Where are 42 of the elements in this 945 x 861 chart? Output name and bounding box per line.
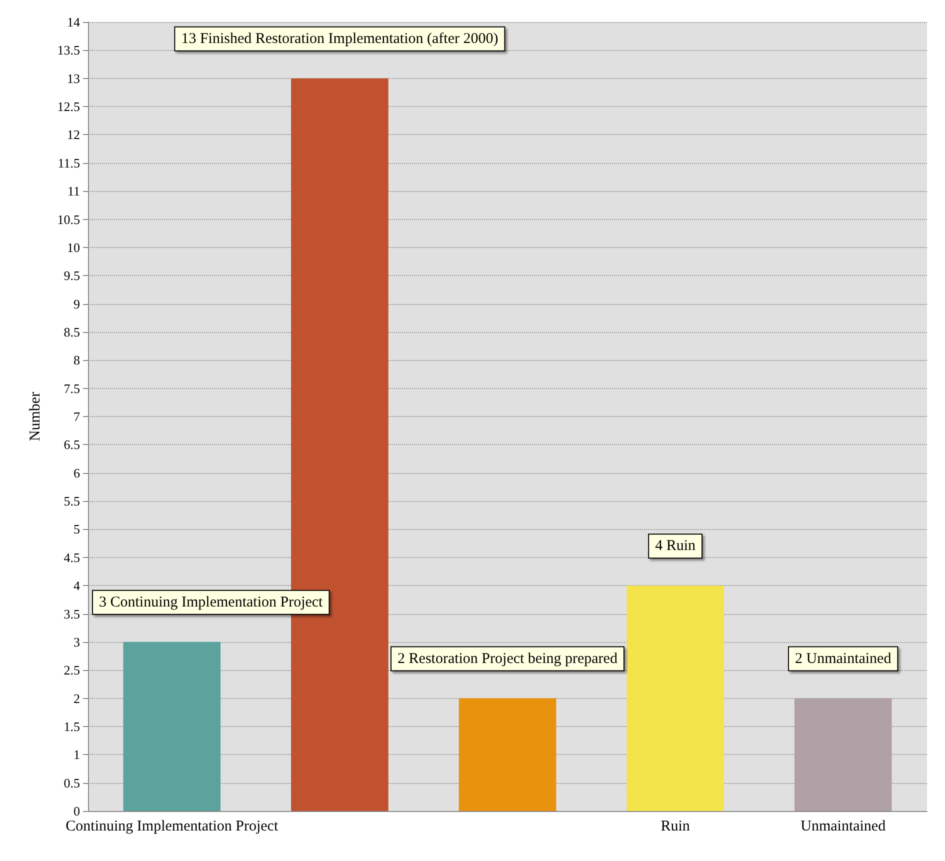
y-tick-label: 6	[74, 465, 80, 480]
y-tick-label: 11	[67, 184, 80, 199]
y-tick-label: 8.5	[64, 324, 80, 340]
y-tick-label: 4	[74, 578, 80, 594]
y-tick-label: 9	[74, 296, 80, 312]
data-label: 2 Restoration Project being prepared	[398, 650, 618, 667]
bar	[626, 586, 724, 811]
data-label: 3 Continuing Implementation Project	[99, 594, 324, 610]
x-tick-label: Continuing Implementation Project	[66, 818, 279, 834]
y-tick-label: 3	[74, 634, 80, 650]
bar	[123, 642, 221, 811]
y-tick-label: 13.5	[57, 42, 80, 58]
y-tick-label: 10	[67, 240, 80, 255]
y-tick-label: 12.5	[57, 99, 80, 114]
y-tick-label: 0.5	[64, 775, 80, 790]
data-label: 4 Ruin	[655, 538, 696, 554]
y-tick-label: 12	[67, 127, 80, 142]
x-tick-label: Ruin	[660, 818, 690, 834]
y-axis-title: Number	[28, 392, 44, 442]
y-tick-label: 7.5	[64, 380, 80, 396]
y-tick-label: 2.5	[64, 662, 80, 678]
y-tick-label: 4.5	[64, 550, 80, 565]
y-tick-label: 2	[74, 690, 80, 706]
y-tick-label: 1.5	[64, 718, 80, 734]
y-tick-label: 1	[74, 747, 80, 762]
y-tick-label: 14	[67, 14, 80, 30]
y-tick-label: 3.5	[64, 606, 80, 622]
bar	[794, 698, 892, 811]
y-tick-label: 8	[74, 352, 80, 368]
y-tick-label: 5.5	[64, 494, 80, 509]
y-tick-label: 7	[74, 409, 80, 424]
x-tick-label: Unmaintained	[800, 818, 886, 834]
y-tick-label: 10.5	[57, 212, 80, 227]
y-tick-label: 13	[67, 70, 80, 86]
y-tick-label: 6.5	[64, 437, 80, 452]
data-label: 13 Finished Restoration Implementation (after 2000)	[181, 30, 498, 47]
y-tick-label: 9.5	[64, 268, 80, 284]
y-tick-label: 5	[74, 522, 80, 537]
y-tick-label: 11.5	[58, 155, 80, 170]
bar	[458, 698, 556, 811]
y-tick-label: 0	[74, 804, 80, 818]
data-label: 2 Unmaintained	[794, 650, 892, 667]
